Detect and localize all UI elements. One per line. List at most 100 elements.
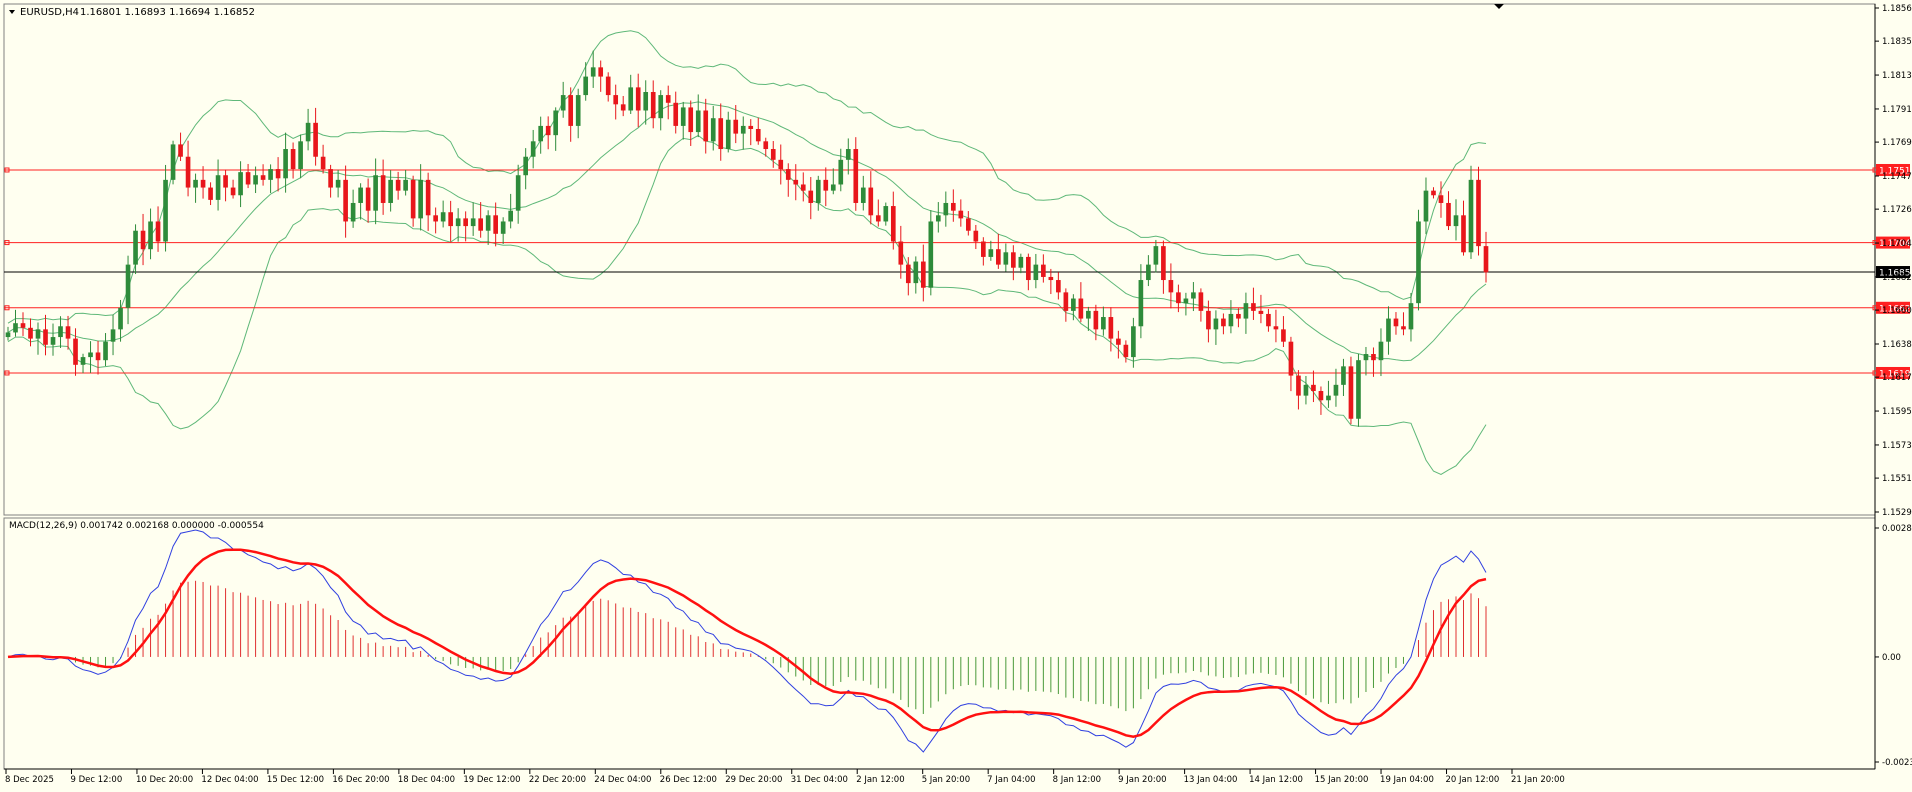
bear-candle — [890, 206, 896, 242]
bull-candle — [350, 202, 356, 222]
bull-candle — [13, 323, 18, 333]
bull-candle — [913, 261, 919, 284]
bull-candle — [1033, 264, 1039, 281]
bear-candle — [620, 104, 626, 111]
bear-candle — [1108, 317, 1114, 339]
bear-candle — [410, 179, 416, 219]
bull-candle — [1213, 318, 1219, 330]
bear-candle — [1438, 195, 1444, 203]
level-price-label: 1.16197 — [1879, 369, 1912, 379]
bear-candle — [665, 95, 671, 103]
bull-candle — [418, 179, 423, 219]
bull-candle — [1453, 215, 1459, 227]
bear-candle — [73, 338, 78, 365]
bull-candle — [553, 110, 559, 136]
time-axis: 8 Dec 2025 9 Dec 12:00 10 Dec 20:00 12 Dec … — [5, 769, 1565, 785]
time-tick-label: 29 Dec 20:00 — [725, 775, 782, 785]
bull-candle — [658, 95, 664, 119]
time-tick-label: 16 Dec 20:00 — [332, 775, 389, 785]
bear-candle — [763, 141, 769, 150]
macd-indicator — [7, 529, 1487, 753]
price-tick-label: 1.15295 — [1882, 508, 1912, 518]
current-price-tag — [1876, 266, 1910, 279]
bull-candle — [455, 218, 461, 227]
bull-candle — [1408, 303, 1414, 330]
level-price-tag — [1876, 301, 1910, 314]
bear-candle — [178, 144, 183, 157]
bull-candle — [215, 175, 221, 200]
bear-candle — [20, 323, 26, 328]
level-price-label: 1.17514 — [1879, 166, 1912, 176]
signal-line — [7, 548, 1487, 738]
bear-candle — [793, 179, 799, 185]
bear-candle — [958, 210, 964, 219]
bull-candle — [1243, 303, 1249, 319]
bear-candle — [613, 95, 619, 105]
bull-candle — [988, 249, 994, 257]
bear-candle — [1258, 310, 1264, 314]
bull-candle — [680, 107, 686, 126]
bear-candle — [1026, 256, 1031, 281]
bear-candle — [650, 92, 656, 119]
bear-candle — [823, 179, 829, 191]
bear-candle — [260, 175, 266, 180]
bull-candle — [725, 119, 731, 150]
bear-candle — [673, 102, 679, 126]
bull-candle — [1416, 221, 1421, 304]
bear-candle — [230, 187, 236, 196]
ohlc-label: 1.16801 1.16893 1.16694 1.16852 — [80, 7, 255, 18]
bear-candle — [973, 230, 979, 242]
bear-candle — [965, 218, 971, 231]
bear-candle — [140, 230, 146, 250]
bear-candle — [223, 175, 228, 188]
bear-candle — [365, 187, 371, 211]
bull-candle — [935, 215, 941, 222]
symbol-label: EURUSD,H4 — [20, 7, 79, 18]
price-tick-label: 1.17910 — [1882, 105, 1912, 115]
bear-candle — [1063, 292, 1069, 311]
time-tick-label: 20 Jan 12:00 — [1446, 775, 1500, 785]
bear-candle — [1393, 318, 1399, 327]
bear-candle — [28, 327, 33, 339]
time-tick-label: 8 Jan 12:00 — [1053, 775, 1101, 785]
bull-candle — [163, 179, 168, 242]
current-price-label: 1.16852 — [1879, 269, 1912, 279]
bull-candle — [238, 172, 243, 196]
bull-candle — [515, 175, 521, 211]
price-tick-label: 1.18350 — [1882, 37, 1912, 47]
price-tick-label: 1.17695 — [1882, 138, 1912, 148]
bull-candle — [1191, 292, 1196, 299]
bear-candle — [1176, 292, 1181, 304]
bull-candle — [883, 206, 889, 222]
time-tick-label: 9 Dec 12:00 — [70, 775, 122, 785]
bull-candle — [845, 149, 851, 160]
bear-candle — [448, 212, 453, 227]
time-tick-label: 5 Jan 20:00 — [922, 775, 970, 785]
bear-candle — [733, 119, 739, 134]
bull-candle — [50, 337, 56, 345]
shift-marker-icon[interactable] — [1494, 4, 1504, 9]
bear-candle — [493, 215, 498, 234]
bear-candle — [313, 122, 318, 157]
bear-candle — [1401, 326, 1406, 330]
bear-candle — [245, 172, 251, 185]
bear-candle — [43, 329, 48, 345]
bull-candle — [1183, 298, 1189, 304]
level-anchor-icon — [4, 305, 10, 311]
bear-candle — [380, 175, 386, 203]
bear-candle — [200, 179, 206, 188]
chart-menu-triangle-icon[interactable] — [9, 10, 15, 14]
middle-band — [7, 101, 1487, 362]
horizontal-levels[interactable]: 1.17514 1.17043 1.16620 1.16197 1.16852 — [4, 163, 1912, 379]
price-tick-label: 1.15730 — [1882, 441, 1912, 451]
level-anchor-icon — [4, 240, 10, 246]
bear-candle — [1446, 202, 1451, 227]
bull-candle — [5, 332, 11, 338]
bull-candle — [268, 169, 273, 180]
time-tick-label: 10 Dec 20:00 — [136, 775, 193, 785]
price-tick-label: 1.16385 — [1882, 340, 1912, 350]
bear-candle — [688, 107, 694, 133]
price-tick-label: 1.18565 — [1882, 4, 1912, 14]
price-axis: 1.18565 1.18350 1.18130 1.17910 1.17695 1.174… — [1875, 4, 1912, 768]
